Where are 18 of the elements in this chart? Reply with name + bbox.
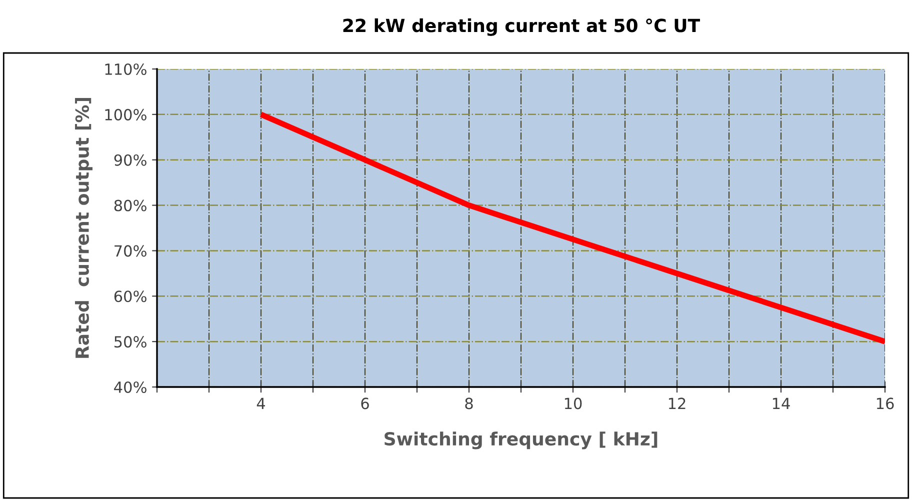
y-tick-label: 100% — [105, 108, 146, 120]
x-tick-label: 12 — [668, 398, 686, 410]
y-axis-title: Rated current output [%] — [75, 98, 92, 358]
y-tick-label: 90% — [114, 154, 146, 166]
y-tick-label: 60% — [114, 290, 146, 302]
y-tick-label: 50% — [114, 336, 146, 348]
y-tick-label: 110% — [105, 63, 146, 76]
x-tick-label: 10 — [564, 398, 582, 410]
x-axis-title: Switching frequency [ kHz] — [384, 432, 658, 450]
x-tick-label: 6 — [361, 398, 369, 410]
x-tick-label: 14 — [772, 398, 790, 410]
x-tick-label: 4 — [256, 398, 266, 410]
y-tick-label: 70% — [114, 245, 146, 257]
chart-title: 22 kW derating current at 50 °C UT — [343, 18, 700, 36]
y-tick-label: 80% — [114, 200, 146, 212]
x-tick-label: 8 — [465, 398, 473, 410]
y-tick-label: 40% — [114, 381, 146, 394]
x-tick-label: 16 — [876, 398, 894, 410]
